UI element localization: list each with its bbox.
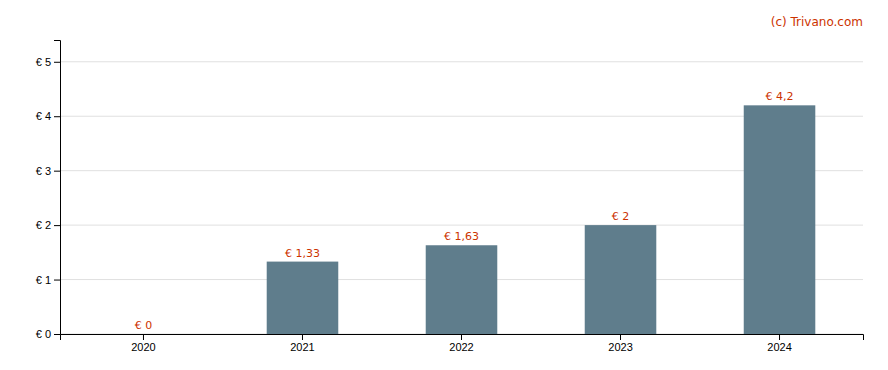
plot: € 0 € 1 € 2 € 3 € 4 € 5 2020 2021 2022 2023 2024 € … bbox=[36, 41, 864, 353]
y-axis-line bbox=[54, 41, 61, 335]
bar bbox=[267, 262, 339, 334]
bar bbox=[585, 225, 657, 334]
data-label: € 0 bbox=[135, 319, 153, 332]
y-tick-mark bbox=[54, 171, 60, 172]
x-tick-label: 2023 bbox=[608, 341, 632, 353]
data-label: € 1,33 bbox=[285, 247, 320, 260]
y-tick: € 1 bbox=[36, 274, 60, 286]
y-tick: € 5 bbox=[36, 56, 60, 68]
y-tick-label: € 1 bbox=[36, 274, 51, 286]
y-tick: € 3 bbox=[36, 165, 60, 177]
x-tick-label: 2021 bbox=[290, 341, 314, 353]
grid-line bbox=[60, 170, 863, 171]
y-tick: € 0 bbox=[36, 328, 60, 340]
chart: € 0 € 1 € 2 € 3 € 4 € 5 2020 2021 2022 2023 2024 € … bbox=[0, 0, 888, 370]
x-tick: 2021 bbox=[290, 334, 314, 353]
y-tick-mark bbox=[54, 225, 60, 226]
y-tick: € 2 bbox=[36, 219, 60, 231]
x-tick: 2023 bbox=[608, 334, 632, 353]
x-tick-mark bbox=[302, 334, 303, 340]
grid-line bbox=[60, 116, 863, 117]
bars bbox=[267, 105, 816, 334]
y-tick-mark bbox=[54, 62, 60, 63]
x-tick-label: 2022 bbox=[449, 341, 473, 353]
y-tick-label: € 3 bbox=[36, 165, 51, 177]
x-tick: 2020 bbox=[131, 334, 155, 353]
x-axis: 2020 2021 2022 2023 2024 bbox=[61, 334, 864, 353]
y-axis: € 0 € 1 € 2 € 3 € 4 € 5 bbox=[36, 41, 61, 341]
grid bbox=[60, 62, 863, 334]
y-tick-mark bbox=[54, 334, 60, 335]
x-tick: 2024 bbox=[767, 334, 791, 353]
data-labels: € 0 € 1,33 € 1,63 € 2 € 4,2 bbox=[135, 90, 794, 332]
x-tick: 2022 bbox=[449, 334, 473, 353]
y-tick-label: € 4 bbox=[36, 110, 51, 122]
y-tick-label: € 2 bbox=[36, 219, 51, 231]
y-tick-label: € 0 bbox=[36, 328, 51, 340]
grid-line bbox=[60, 225, 863, 226]
x-tick-mark bbox=[779, 334, 780, 340]
data-label: € 2 bbox=[612, 210, 630, 223]
y-tick-mark bbox=[54, 116, 60, 117]
grid-line bbox=[60, 61, 863, 62]
bar bbox=[426, 245, 498, 334]
x-axis-line bbox=[61, 335, 864, 341]
x-tick-mark bbox=[143, 334, 144, 340]
y-tick-label: € 5 bbox=[36, 56, 51, 68]
x-tick-mark bbox=[620, 334, 621, 340]
x-tick-mark bbox=[461, 334, 462, 340]
x-tick-label: 2020 bbox=[131, 341, 155, 353]
watermark: (c) Trivano.com bbox=[771, 15, 863, 29]
y-tick: € 4 bbox=[36, 110, 60, 122]
bar bbox=[108, 334, 180, 335]
bar bbox=[744, 105, 816, 334]
x-tick-label: 2024 bbox=[767, 341, 791, 353]
y-tick-mark bbox=[54, 280, 60, 281]
data-label: € 1,63 bbox=[444, 230, 479, 243]
data-label: € 4,2 bbox=[766, 90, 794, 103]
